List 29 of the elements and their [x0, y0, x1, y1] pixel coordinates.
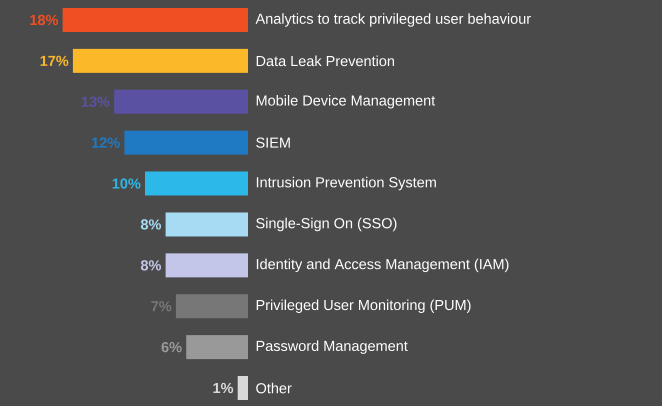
y-tick-label: Identity and Access Management (IAM) — [256, 258, 508, 272]
bar — [62, 8, 248, 32]
data-label: 8% — [140, 260, 162, 270]
data-label: 13% — [82, 96, 110, 107]
bar — [176, 294, 248, 318]
data-label: 12% — [92, 138, 120, 148]
bar — [114, 90, 248, 114]
y-tick-label: Mobile Device Management — [256, 94, 436, 109]
y-tick-label: Privileged User Monitoring (PUM) — [256, 299, 471, 314]
bar — [72, 48, 248, 73]
bar — [238, 376, 248, 400]
bar — [166, 253, 248, 278]
bar — [166, 212, 248, 236]
y-tick-label: Data Leak Prevention — [256, 56, 394, 66]
data-label: 6% — [162, 342, 182, 352]
y-tick-label: Analytics to track privileged user behaviour — [256, 13, 531, 27]
y-tick-label: Password Management — [256, 340, 408, 354]
data-label: 1% — [213, 382, 234, 394]
bar — [124, 130, 248, 155]
y-tick-label: Intrusion Prevention System — [256, 176, 436, 190]
y-tick-label: Single-Sign On (SSO) — [256, 218, 396, 232]
data-label: 8% — [140, 219, 162, 230]
data-label: 10% — [112, 178, 140, 189]
data-label: 18% — [30, 14, 58, 26]
y-tick-label: Other — [256, 382, 292, 394]
data-label: 17% — [40, 56, 68, 66]
bar — [186, 335, 248, 360]
y-tick-label: SIEM — [256, 138, 290, 148]
bar — [145, 172, 248, 196]
